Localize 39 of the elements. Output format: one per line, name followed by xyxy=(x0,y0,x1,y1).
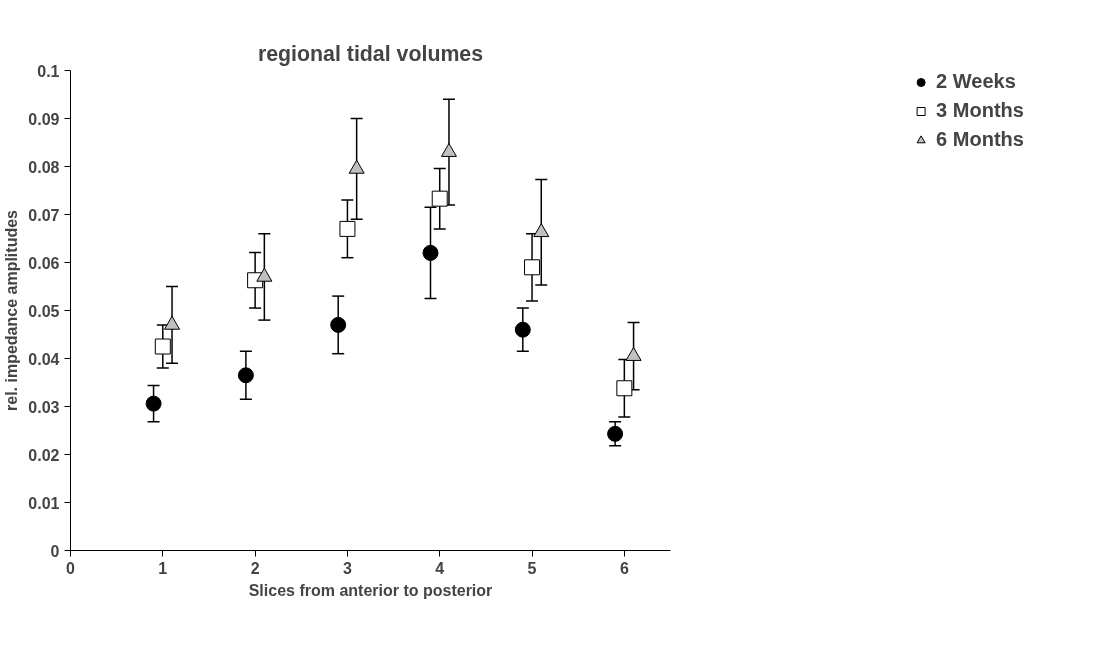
legend-label: 3 Months xyxy=(936,99,1024,122)
x-tick-label: 1 xyxy=(158,559,168,577)
point xyxy=(431,190,448,207)
y-tick-label: 0.01 xyxy=(28,494,60,512)
point xyxy=(145,395,162,412)
x-tick-label: 5 xyxy=(527,559,537,577)
point xyxy=(348,159,365,174)
legend-label: 2 Weeks xyxy=(936,70,1016,93)
y-tick-label: 0.08 xyxy=(28,158,60,176)
point xyxy=(422,244,439,261)
y-axis-title: rel. impedance amplitudes xyxy=(3,209,21,411)
chart-title: regional tidal volumes xyxy=(257,41,484,66)
y-tick-label: 0.1 xyxy=(37,62,60,80)
point xyxy=(330,316,347,333)
point xyxy=(616,380,633,397)
point xyxy=(524,259,541,276)
y-tick-label: 0.02 xyxy=(28,446,60,464)
y-tick-label: 0.03 xyxy=(28,398,60,416)
y-tick-label: 0 xyxy=(50,542,60,560)
legend-label: 6 Months xyxy=(936,128,1024,151)
x-tick-label: 2 xyxy=(250,559,260,577)
point xyxy=(256,267,273,282)
point xyxy=(514,321,531,338)
point xyxy=(339,220,356,237)
point xyxy=(154,338,171,355)
y-tick-label: 0.09 xyxy=(28,110,60,128)
y-tick-label: 0.06 xyxy=(28,254,60,272)
point xyxy=(607,425,624,442)
x-tick-label: 3 xyxy=(342,559,352,577)
y-tick-label: 0.04 xyxy=(28,350,60,368)
point xyxy=(237,367,254,384)
y-tick-label: 0.07 xyxy=(28,206,60,224)
x-tick-label: 0 xyxy=(66,559,76,577)
x-axis-title: Slices from anterior to posterior xyxy=(248,581,493,599)
x-tick-label: 6 xyxy=(619,559,629,577)
y-tick-label: 0.05 xyxy=(28,302,60,320)
x-tick-label: 4 xyxy=(435,559,445,577)
point xyxy=(440,142,457,157)
point xyxy=(533,223,550,238)
